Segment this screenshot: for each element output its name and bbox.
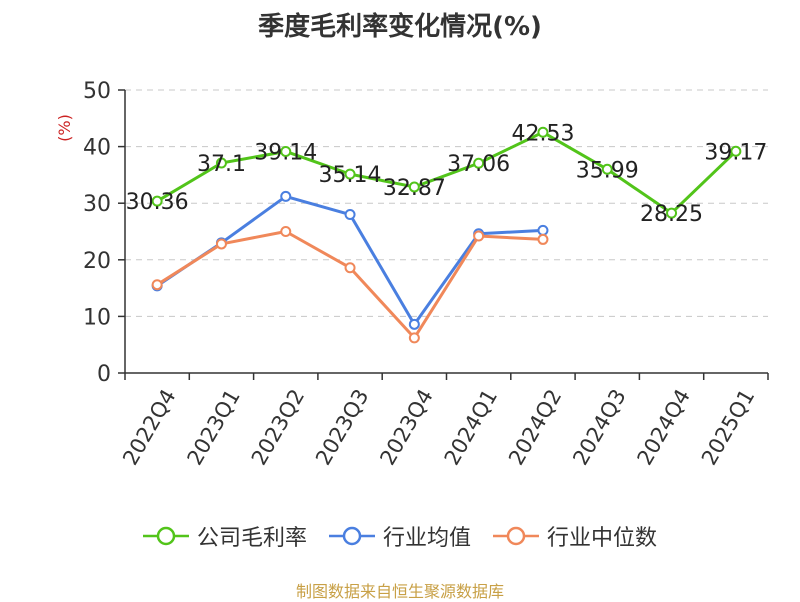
data-label: 35.99 — [576, 158, 639, 183]
y-tick-label: 20 — [83, 249, 111, 274]
y-axis-label: (%) — [55, 114, 74, 142]
data-point — [280, 190, 292, 202]
data-point — [730, 145, 742, 157]
legend-item-industry-mean[interactable]: 行业均值 — [328, 520, 471, 552]
data-point — [344, 209, 356, 221]
data-label: 37.1 — [197, 152, 246, 177]
data-label: 42.53 — [511, 121, 574, 146]
data-point — [215, 238, 227, 250]
data-label: 37.06 — [447, 152, 510, 177]
data-point — [280, 145, 292, 157]
source-note: 制图数据来自恒生聚源数据库 — [295, 582, 504, 601]
legend: 公司毛利率 行业均值 行业中位数 — [0, 520, 800, 552]
x-tick-label: 2024Q1 — [440, 385, 502, 469]
legend-label-industry-mean: 行业均值 — [382, 526, 471, 551]
x-tick-label: 2023Q1 — [182, 385, 244, 469]
data-point — [408, 332, 420, 344]
data-point — [151, 195, 163, 207]
legend-label-company: 公司毛利率 — [196, 526, 307, 551]
data-point — [473, 157, 485, 169]
y-tick-label: 50 — [83, 79, 111, 104]
legend-item-company[interactable]: 公司毛利率 — [142, 520, 307, 552]
data-label: 39.14 — [254, 140, 317, 165]
data-label: 32.87 — [383, 176, 446, 201]
data-point — [215, 157, 227, 169]
data-label: 30.36 — [126, 190, 189, 215]
data-point — [408, 181, 420, 193]
series-line-2 — [156, 230, 544, 340]
data-point — [408, 318, 420, 330]
data-point — [151, 279, 163, 291]
data-point — [344, 168, 356, 180]
series-line-0 — [156, 130, 737, 215]
legend-label-industry-median: 行业中位数 — [547, 526, 658, 551]
data-point — [280, 226, 292, 237]
legend-swatch-industry-median-icon — [493, 526, 539, 546]
data-point — [601, 163, 613, 175]
data-point — [344, 262, 356, 274]
data-point — [473, 230, 485, 242]
x-tick-label: 2022Q4 — [118, 385, 180, 469]
legend-swatch-company-icon — [142, 526, 189, 546]
chart-title: 季度毛利率变化情况(%) — [258, 12, 542, 42]
y-tick-label: 30 — [83, 192, 111, 217]
x-tick-label: 2025Q1 — [697, 385, 759, 469]
data-label: 39.17 — [704, 140, 767, 165]
x-tick-label: 2024Q2 — [504, 385, 566, 469]
x-tick-label: 2024Q3 — [568, 385, 630, 469]
x-tick-label: 2023Q3 — [311, 385, 373, 469]
data-label: 35.14 — [319, 163, 382, 188]
data-label: 28.25 — [640, 202, 703, 227]
data-point — [537, 126, 549, 138]
y-tick-label: 10 — [83, 305, 111, 330]
data-point — [666, 207, 678, 219]
data-point — [537, 233, 549, 245]
y-tick-label: 0 — [97, 362, 111, 387]
legend-item-industry-median[interactable]: 行业中位数 — [493, 520, 657, 552]
data-point — [537, 224, 549, 236]
x-tick-label: 2023Q2 — [247, 385, 309, 469]
y-tick-label: 40 — [83, 136, 111, 161]
x-tick-label: 2024Q4 — [633, 385, 695, 469]
legend-swatch-industry-mean-icon — [328, 526, 375, 546]
x-tick-label: 2023Q4 — [375, 385, 437, 469]
